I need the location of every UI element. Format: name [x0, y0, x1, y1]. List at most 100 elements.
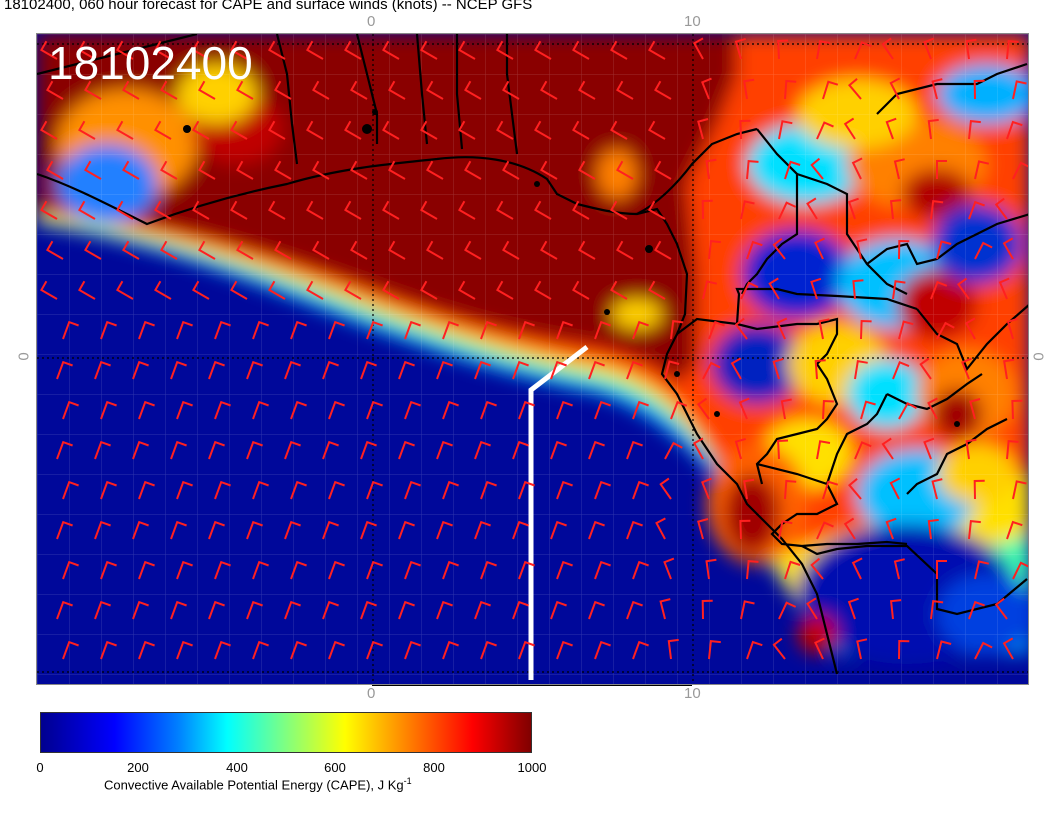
wind-barb: [246, 360, 263, 380]
wind-barb: [252, 640, 269, 660]
wind-barb: [856, 638, 868, 660]
wind-barb: [816, 40, 831, 60]
colorbar-label-text: Convective Available Potential Energy (C…: [104, 777, 404, 793]
colorbar-label-sup: -1: [403, 776, 412, 786]
wind-barb: [442, 400, 459, 420]
wind-barb: [610, 120, 628, 140]
wind-barb: [458, 280, 476, 300]
wind-barb: [540, 160, 558, 180]
wind-barb: [994, 197, 1008, 220]
wind-barb: [936, 321, 955, 340]
wind-barb: [936, 560, 947, 579]
wind-barb: [626, 520, 643, 540]
wind-barb: [816, 121, 834, 140]
wind-barb: [847, 197, 859, 220]
wind-barb: [176, 480, 193, 500]
wind-barb: [236, 240, 254, 260]
coastlines: [37, 34, 1028, 675]
wind-barb: [160, 240, 178, 260]
wind-barb: [740, 281, 759, 300]
wind-barb: [923, 437, 935, 460]
wind-barb: [518, 400, 535, 420]
wind-barb: [856, 238, 868, 260]
wind-barb: [290, 480, 307, 500]
wind-barb: [40, 200, 58, 220]
wind-barb: [610, 280, 628, 300]
bottom-tick-0: 0: [367, 685, 376, 702]
wind-barb: [851, 157, 863, 180]
wind-barb: [578, 160, 596, 180]
wind-barb: [122, 240, 140, 260]
wind-barb: [626, 360, 643, 380]
wind-barb: [208, 440, 225, 460]
wind-barb: [739, 119, 751, 140]
wind-barb: [616, 240, 634, 260]
wind-barb: [474, 600, 491, 620]
wind-barb: [502, 80, 520, 100]
wind-barb: [290, 320, 307, 340]
wind-barb: [78, 280, 96, 300]
wind-barb: [420, 120, 438, 140]
wind-barb: [176, 400, 193, 420]
wind-barb: [426, 160, 444, 180]
wind-barb: [822, 399, 834, 420]
wind-barb: [518, 560, 535, 580]
wind-barb: [898, 401, 917, 420]
wind-barb: [404, 400, 421, 420]
wind-barb: [404, 640, 421, 660]
wind-barb: [806, 197, 818, 220]
wind-barb: [578, 240, 596, 260]
wind-barb: [534, 200, 552, 220]
wind-barb: [198, 160, 216, 180]
wind-barb: [322, 520, 339, 540]
wind-barb: [701, 199, 713, 220]
wind-barb: [810, 557, 824, 580]
wind-barb: [46, 160, 64, 180]
wind-barb: [138, 640, 155, 660]
bottom-tick-10: 10: [684, 685, 701, 702]
wind-barb: [436, 600, 453, 620]
wind-barb: [777, 439, 789, 460]
wind-barb: [230, 280, 248, 300]
wind-barb: [654, 240, 672, 260]
wind-barb: [502, 240, 520, 260]
wind-barb: [822, 480, 839, 500]
wind-barb: [772, 237, 786, 260]
wind-barb: [252, 320, 269, 340]
wind-barb: [588, 360, 605, 380]
wind-barb: [170, 520, 187, 540]
wind-barb: [632, 560, 649, 580]
wind-barb: [274, 240, 292, 260]
wind-barb: [474, 440, 491, 460]
colorbar-tick: 800: [423, 760, 445, 775]
wind-barb: [312, 160, 330, 180]
wind-barb: [663, 557, 675, 580]
wind-barb: [398, 520, 415, 540]
wind-barb: [56, 360, 73, 380]
colorbar-tick: 0: [36, 760, 44, 775]
wind-barb: [56, 440, 73, 460]
wind-barb: [892, 280, 906, 300]
wind-barb: [176, 560, 193, 580]
wind-barb: [154, 200, 172, 220]
wind-barb: [382, 280, 400, 300]
wind-barb: [893, 558, 905, 580]
wind-barb: [534, 40, 552, 60]
wind-barb: [398, 360, 415, 380]
wind-barb: [116, 280, 134, 300]
wind-barb: [778, 120, 793, 140]
wind-barb: [398, 600, 415, 620]
wind-barb: [696, 397, 710, 420]
wind-barb: [816, 521, 834, 540]
wind-barb: [1012, 480, 1027, 500]
wind-barb: [1006, 520, 1023, 540]
wind-barb: [556, 400, 573, 420]
wind-barb: [898, 320, 914, 340]
wind-barb: [154, 280, 172, 300]
wind-barb: [360, 440, 377, 460]
wind-barb: [572, 40, 590, 60]
wind-barb: [474, 520, 491, 540]
wind-barb: [502, 160, 520, 180]
wind-barb: [236, 80, 254, 100]
wind-barb: [708, 640, 721, 660]
